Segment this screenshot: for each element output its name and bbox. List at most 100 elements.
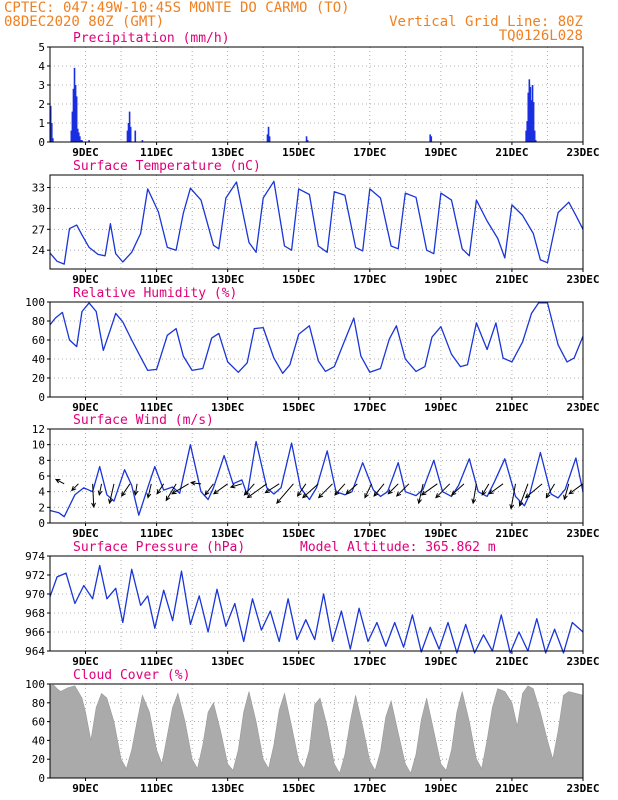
precip-bar (134, 130, 137, 142)
x-tick-label: 21DEC (495, 527, 528, 540)
x-tick-label: 13DEC (211, 782, 244, 795)
wind-arrowhead (451, 490, 457, 496)
wind-arrowhead (108, 498, 113, 505)
y-tick-label: 100 (25, 678, 45, 691)
wind-arrowhead (71, 486, 77, 492)
wind-arrowhead (276, 498, 282, 504)
precip-bar (71, 111, 74, 142)
panel-frame (49, 428, 584, 524)
precip-bar (70, 130, 73, 142)
wind-arrowhead (334, 490, 340, 496)
precip-bar (81, 140, 83, 142)
x-tick-label: 21DEC (495, 655, 528, 668)
wind-arrowhead (54, 478, 61, 484)
wind-vectors (54, 478, 584, 510)
panel-temp: 24 27 30 33 9DEC 11DEC 13DEC 15DEC 17DEC 19DEC 21D… (32, 159, 600, 286)
x-tick-label: 13DEC (211, 273, 244, 286)
x-tick-label: 19DEC (424, 273, 457, 286)
wind-arrowhead (246, 493, 253, 499)
wind-arrow (213, 483, 228, 495)
wind-line (49, 440, 584, 518)
wind-arrow (563, 483, 570, 500)
precip-bar (534, 140, 537, 142)
x-tick-label: 9DEC (72, 655, 99, 668)
panel-frame (49, 555, 584, 652)
x-tick-label: 23DEC (566, 273, 599, 286)
x-tick-label: 11DEC (140, 273, 173, 286)
wind-arrowhead (121, 491, 126, 497)
x-tick-label: 19DEC (424, 655, 457, 668)
wind-arrowhead (91, 502, 96, 509)
x-tick-label: 13DEC (211, 527, 244, 540)
wind-arrow (472, 483, 477, 504)
wind-arrow (519, 483, 529, 507)
precip-bar (306, 140, 309, 142)
panel-annotation: Model Altitude: 365.862 m (300, 540, 496, 555)
x-tick-label: 11DEC (140, 527, 173, 540)
x-tick-label: 9DEC (72, 146, 99, 159)
wind-arrowhead (296, 491, 302, 497)
precip-bar (127, 123, 130, 142)
x-tick-label: 19DEC (424, 401, 457, 414)
wind-arrowhead (420, 490, 427, 496)
wind-arrowhead (317, 493, 324, 499)
x-tick-label: 13DEC (211, 655, 244, 668)
wind-arrowhead (364, 493, 369, 499)
panel-frame (49, 174, 584, 270)
x-tick-label: 21DEC (495, 273, 528, 286)
x-tick-label: 19DEC (424, 527, 457, 540)
x-tick-label: 23DEC (566, 146, 599, 159)
precip-bar (80, 140, 82, 142)
x-tick-label: 15DEC (282, 655, 315, 668)
wind-arrowhead (243, 490, 249, 496)
precip-bar (525, 130, 527, 142)
x-tick-label: 15DEC (282, 527, 315, 540)
y-tick-label: 4 (38, 60, 45, 73)
wind-arrow (568, 483, 584, 495)
header-grid-note: Vertical Grid Line: 80Z (389, 14, 583, 30)
y-tick-label: 20 (32, 372, 45, 385)
panel-cloud: 0 20 40 60 80 100 9DEC 11DEC 13DEC 15DEC 17DEC 19DE… (25, 668, 599, 795)
y-tick-label: 5 (38, 41, 45, 54)
header-station: CPTEC: 047:49W-10:45S MONTE DO CARMO (TO… (4, 0, 350, 16)
precip-bar (430, 136, 433, 142)
precip-bar (526, 121, 529, 142)
x-tick-label: 21DEC (495, 146, 528, 159)
x-tick-label: 19DEC (424, 782, 457, 795)
y-tick-label: 24 (32, 244, 46, 257)
wind-arrow (147, 483, 152, 498)
x-tick-label: 23DEC (566, 655, 599, 668)
wind-arrowhead (387, 489, 393, 495)
wind-arrow (297, 483, 307, 497)
wind-arrow (421, 483, 438, 496)
y-tick-label: 80 (32, 697, 45, 710)
wind-arrowhead (435, 493, 441, 499)
precip-bar (52, 138, 54, 142)
cloud-area (49, 684, 584, 779)
wind-arrowhead (373, 491, 379, 497)
x-tick-label: 15DEC (282, 782, 315, 795)
x-tick-label: 15DEC (282, 146, 315, 159)
y-tick-label: 0 (38, 136, 45, 149)
wind-arrow (55, 478, 65, 485)
panel-rh: 0 20 40 60 80 100 9DEC 11DEC 13DEC 15DEC 17DEC 19DE… (25, 286, 599, 414)
y-tick-label: 60 (32, 334, 45, 347)
wind-arrow (387, 483, 399, 495)
wind-arrow (346, 483, 358, 495)
y-tick-label: 972 (25, 569, 45, 582)
x-tick-label: 17DEC (353, 782, 386, 795)
x-tick-label: 17DEC (353, 146, 386, 159)
wind-arrowhead (417, 498, 422, 505)
wind-arrow (134, 483, 138, 495)
precip-bar (305, 136, 308, 142)
y-tick-label: 0 (38, 772, 45, 785)
precip-bar (529, 86, 532, 142)
x-tick-label: 17DEC (353, 527, 386, 540)
panel-title: Surface Pressure (hPa) (73, 540, 245, 555)
wind-arrow (244, 483, 255, 496)
y-tick-label: 20 (32, 753, 45, 766)
wind-arrowhead (165, 495, 171, 502)
wind-arrow (435, 483, 451, 498)
y-tick-label: 100 (25, 296, 45, 309)
